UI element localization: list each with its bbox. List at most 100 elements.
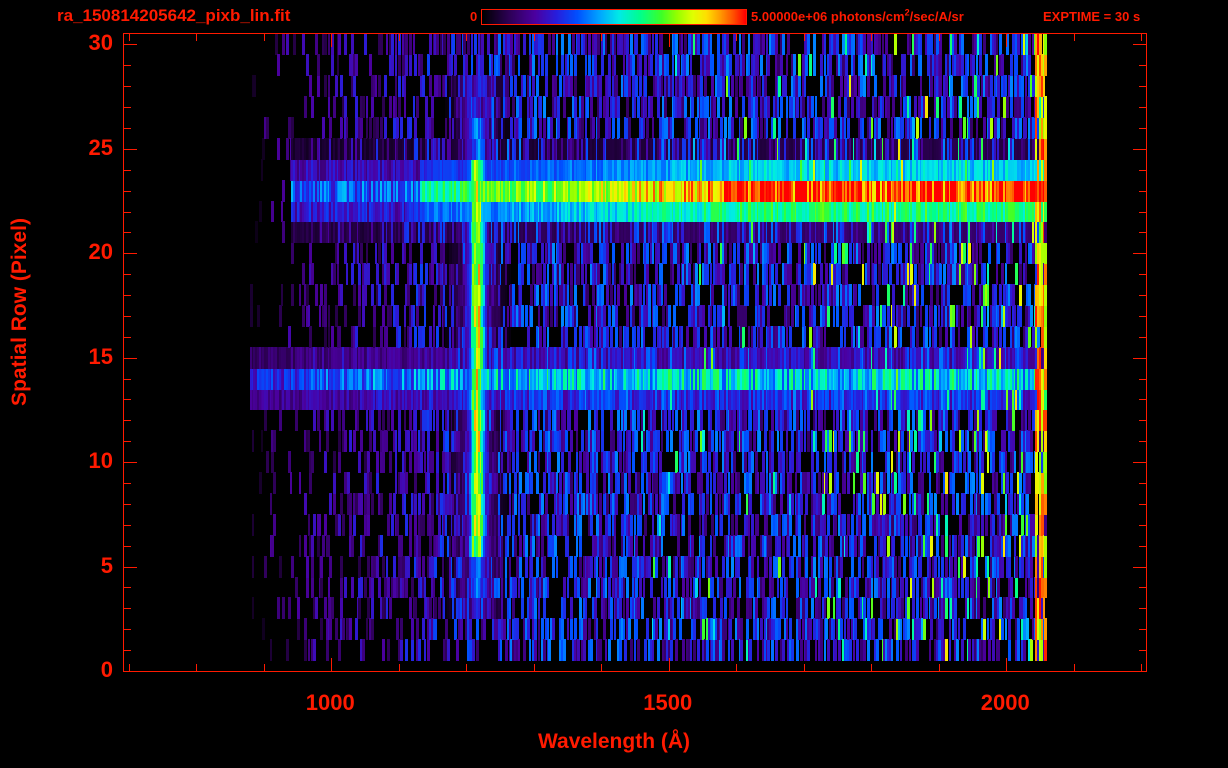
tick-mark xyxy=(1139,295,1146,297)
tick-mark xyxy=(124,127,131,129)
tick-mark xyxy=(1139,86,1146,88)
tick-mark xyxy=(1139,274,1146,276)
tick-mark xyxy=(1139,587,1146,589)
tick-mark xyxy=(124,107,131,109)
tick-mark xyxy=(1133,253,1146,255)
tick-mark xyxy=(124,608,131,610)
tick-mark xyxy=(124,86,131,88)
spectrogram-image xyxy=(124,34,1146,671)
tick-mark xyxy=(124,629,131,631)
tick-mark xyxy=(124,232,131,234)
tick-mark xyxy=(1073,34,1075,41)
x-tick-label: 1000 xyxy=(305,690,355,715)
tick-mark xyxy=(1139,650,1146,652)
tick-mark xyxy=(124,315,131,317)
tick-mark xyxy=(736,664,738,671)
y-tick-label: 0 xyxy=(100,657,113,682)
tick-mark xyxy=(1139,127,1146,129)
y-tick-label: 10 xyxy=(88,448,113,474)
tick-mark xyxy=(1139,441,1146,443)
tick-mark xyxy=(124,545,131,547)
tick-mark xyxy=(1133,148,1146,150)
colorbar-min-label: 0 xyxy=(470,9,478,24)
y-tick-label: 30 xyxy=(88,30,113,56)
tick-mark xyxy=(331,34,333,47)
tick-mark xyxy=(1139,420,1146,422)
tick-mark xyxy=(196,664,198,671)
tick-mark xyxy=(124,462,137,464)
tick-mark xyxy=(1073,664,1075,671)
tick-mark xyxy=(124,148,137,150)
tick-mark xyxy=(124,336,131,338)
tick-mark xyxy=(466,34,468,41)
tick-mark xyxy=(263,664,265,671)
tick-mark xyxy=(124,587,131,589)
tick-mark xyxy=(124,650,131,652)
tick-mark xyxy=(1139,524,1146,526)
tick-mark xyxy=(1133,44,1146,46)
tick-mark xyxy=(1139,169,1146,171)
y-tick-label: 5 xyxy=(100,552,113,578)
colorbar-units-exponent: 2 xyxy=(904,7,910,18)
tick-mark xyxy=(124,378,131,380)
tick-mark xyxy=(1139,211,1146,213)
tick-mark xyxy=(398,34,400,41)
tick-mark xyxy=(124,420,131,422)
tick-mark xyxy=(1139,65,1146,67)
y-tick-label: 15 xyxy=(88,343,113,369)
tick-mark xyxy=(938,34,940,41)
tick-mark xyxy=(1139,503,1146,505)
tick-mark xyxy=(1139,232,1146,234)
tick-mark xyxy=(124,190,131,192)
tick-mark xyxy=(1133,357,1146,359)
x-tick-label: 1500 xyxy=(643,690,693,715)
y-axis-label: Spatial Row (Pixel) xyxy=(8,218,31,406)
tick-mark xyxy=(871,34,873,41)
tick-mark xyxy=(1133,671,1146,672)
tick-mark xyxy=(1139,629,1146,631)
y-tick-label: 20 xyxy=(88,239,113,265)
tick-mark xyxy=(1139,190,1146,192)
tick-mark xyxy=(803,664,805,671)
plot-frame xyxy=(123,33,1147,672)
tick-mark xyxy=(1139,315,1146,317)
tick-mark xyxy=(1133,566,1146,568)
tick-mark xyxy=(1139,378,1146,380)
tick-mark xyxy=(601,664,603,671)
tick-mark xyxy=(124,503,131,505)
tick-mark xyxy=(1139,399,1146,401)
exptime-label: EXPTIME = 30 s xyxy=(1043,9,1141,24)
tick-mark xyxy=(1006,34,1008,47)
colorbar-max-label: 5.00000e+06 photons/cm2/sec/A/sr xyxy=(751,7,964,24)
tick-mark xyxy=(124,44,137,46)
tick-mark xyxy=(1141,664,1143,671)
tick-mark xyxy=(263,34,265,41)
tick-mark xyxy=(124,253,137,255)
tick-mark xyxy=(398,664,400,671)
tick-mark xyxy=(668,34,670,47)
colorbar-gradient xyxy=(482,10,746,24)
y-tick-label: 25 xyxy=(88,134,113,160)
tick-mark xyxy=(1139,107,1146,109)
tick-mark xyxy=(128,34,130,41)
tick-mark xyxy=(124,295,131,297)
tick-mark xyxy=(871,664,873,671)
tick-mark xyxy=(1006,658,1008,671)
file-title: ra_150814205642_pixb_lin.fit xyxy=(57,6,291,25)
tick-mark xyxy=(124,65,131,67)
tick-mark xyxy=(1139,483,1146,485)
colorbar xyxy=(481,9,747,25)
tick-mark xyxy=(124,357,137,359)
tick-mark xyxy=(196,34,198,41)
tick-mark xyxy=(1133,462,1146,464)
tick-mark xyxy=(1139,608,1146,610)
colorbar-units-pre: photons/cm xyxy=(827,9,905,24)
tick-mark xyxy=(938,664,940,671)
tick-mark xyxy=(124,483,131,485)
tick-mark xyxy=(128,664,130,671)
tick-mark xyxy=(1139,545,1146,547)
tick-mark xyxy=(1139,336,1146,338)
tick-mark xyxy=(1141,34,1143,41)
tick-mark xyxy=(668,658,670,671)
